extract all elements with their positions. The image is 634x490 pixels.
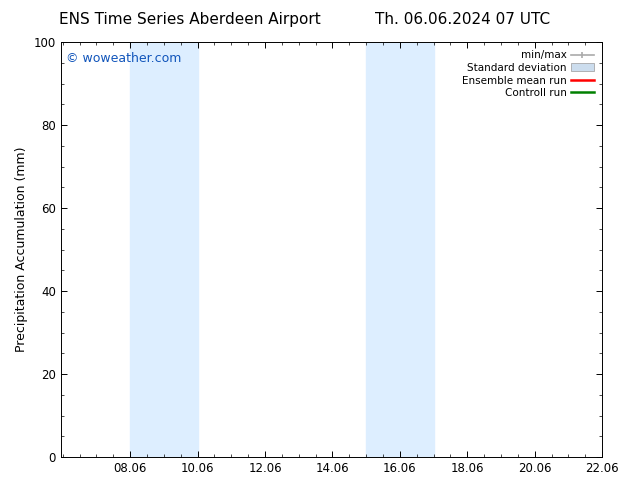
- Bar: [366, 42, 434, 457]
- Bar: [130, 42, 198, 457]
- Text: Th. 06.06.2024 07 UTC: Th. 06.06.2024 07 UTC: [375, 12, 550, 27]
- Text: ENS Time Series Aberdeen Airport: ENS Time Series Aberdeen Airport: [60, 12, 321, 27]
- Legend: min/max, Standard deviation, Ensemble mean run, Controll run: min/max, Standard deviation, Ensemble me…: [459, 47, 597, 101]
- Text: © woweather.com: © woweather.com: [66, 52, 181, 66]
- Y-axis label: Precipitation Accumulation (mm): Precipitation Accumulation (mm): [15, 147, 28, 352]
